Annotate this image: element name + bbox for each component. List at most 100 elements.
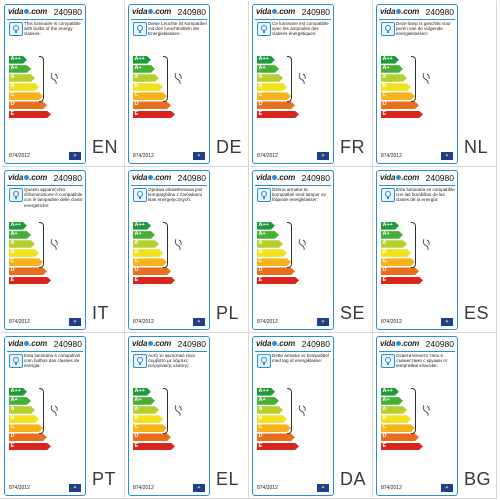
brand-suffix: .com — [153, 173, 172, 182]
brand-logo: vida .com — [256, 339, 295, 348]
brand-suffix: .com — [29, 7, 48, 16]
eu-flag-icon: ✦ — [69, 484, 81, 492]
regulation-number: 874/2012 — [257, 485, 278, 491]
energy-class-scale: A++ A+ A B C D E — [133, 388, 175, 452]
energy-class-bar: B — [381, 415, 411, 423]
regulation-number: 874/2012 — [9, 485, 30, 491]
energy-class-bar: C — [257, 258, 291, 266]
energy-class-bar: D — [381, 101, 419, 109]
energy-class-bar: A++ — [9, 56, 27, 64]
eu-flag-icon: ✦ — [317, 318, 329, 326]
energy-label-card: vida .com 240980 Oprawa oświetleniowa jest … — [128, 170, 210, 330]
energy-class-bar: A++ — [257, 56, 275, 64]
brand-dot-icon — [147, 175, 153, 180]
energy-class-bar: D — [257, 433, 295, 441]
energy-class-bar: A++ — [9, 388, 27, 396]
compatibility-text: Diese Leuchte ist kompatibel mit den Leu… — [148, 21, 207, 37]
energy-class-bar: A++ — [133, 56, 151, 64]
energy-class-bar: A++ — [257, 222, 275, 230]
model-number: 240980 — [425, 7, 454, 17]
energy-class-bar: A++ — [9, 222, 27, 230]
lamp-icon — [422, 404, 430, 417]
brand-logo: vida .com — [256, 7, 295, 16]
language-code: SE — [340, 303, 366, 323]
energy-class-bar: A++ — [381, 222, 399, 230]
regulation-number: 874/2012 — [9, 153, 30, 159]
energy-class-bar: B — [381, 83, 411, 91]
energy-class-bar: A++ — [133, 388, 151, 396]
energy-class-bar: A — [9, 74, 35, 82]
energy-class-bar: C — [257, 92, 291, 100]
lightbulb-icon — [133, 354, 147, 368]
brand-suffix: .com — [277, 339, 296, 348]
energy-label-card: vida .com 240980 This luminaire is compatib… — [4, 4, 86, 164]
class-range-brace — [163, 222, 168, 268]
energy-class-bar: B — [9, 249, 39, 257]
lamp-icon — [174, 72, 182, 85]
energy-class-bar: A+ — [381, 231, 403, 239]
brand-suffix: .com — [401, 7, 420, 16]
lightbulb-icon — [9, 22, 23, 36]
class-range-brace — [39, 56, 44, 102]
brand-dot-icon — [147, 341, 153, 346]
compatibility-text: Questo apparecchio d'illuminazione è com… — [24, 187, 83, 208]
regulation-number: 874/2012 — [133, 319, 154, 325]
lightbulb-icon — [381, 188, 395, 202]
lightbulb-icon — [9, 188, 23, 202]
brand-dot-icon — [395, 341, 401, 346]
brand-prefix: vida — [132, 7, 148, 16]
energy-class-scale: A++ A+ A B C D E — [9, 388, 51, 452]
energy-class-bar: D — [9, 433, 47, 441]
brand-logo: vida .com — [380, 339, 419, 348]
header-divider — [379, 185, 455, 186]
energy-class-bar: D — [381, 433, 419, 441]
header-divider — [255, 185, 331, 186]
header-divider — [255, 19, 331, 20]
brand-prefix: vida — [8, 173, 24, 182]
energy-class-bar: C — [9, 424, 43, 432]
brand-prefix: vida — [8, 7, 24, 16]
energy-class-bar: E — [257, 277, 299, 285]
brand-dot-icon — [271, 175, 277, 180]
energy-class-bar: A — [133, 240, 159, 248]
label-cell-bg: vida .com 240980 Осветителното тяло е съвме… — [373, 333, 497, 499]
brand-prefix: vida — [132, 339, 148, 348]
energy-class-bar: A+ — [257, 397, 279, 405]
brand-dot-icon — [147, 9, 153, 14]
brand-logo: vida .com — [132, 7, 171, 16]
language-code: EN — [92, 137, 119, 157]
lamp-icon — [174, 238, 182, 251]
language-code: NL — [464, 137, 489, 157]
brand-dot-icon — [23, 9, 29, 14]
brand-prefix: vida — [380, 173, 396, 182]
energy-label-card: vida .com 240980 Diese Leuchte ist kompatib… — [128, 4, 210, 164]
energy-class-scale: A++ A+ A B C D E — [257, 388, 299, 452]
regulation-number: 874/2012 — [133, 153, 154, 159]
compatibility-text: Dette armatur er kompatibel med løg af e… — [272, 353, 329, 364]
energy-class-scale: A++ A+ A B C D E — [9, 56, 51, 120]
brand-suffix: .com — [29, 173, 48, 182]
energy-class-bar: E — [381, 443, 423, 451]
label-cell-pt: vida .com 240980 Esta luminária é compatíve… — [1, 333, 125, 499]
header-divider — [131, 351, 207, 352]
energy-class-bar: A+ — [381, 65, 403, 73]
regulation-number: 874/2012 — [381, 153, 402, 159]
energy-class-bar: A+ — [133, 397, 155, 405]
regulation-number: 874/2012 — [133, 485, 154, 491]
brand-logo: vida .com — [256, 173, 295, 182]
energy-class-bar: A+ — [9, 397, 31, 405]
class-range-brace — [39, 388, 44, 434]
header-divider — [7, 185, 83, 186]
energy-class-scale: A++ A+ A B C D E — [133, 222, 175, 286]
energy-class-bar: E — [381, 111, 423, 119]
energy-class-bar: E — [381, 277, 423, 285]
brand-logo: vida .com — [132, 173, 171, 182]
brand-dot-icon — [395, 9, 401, 14]
energy-class-bar: A++ — [381, 56, 399, 64]
class-range-brace — [287, 222, 292, 268]
brand-prefix: vida — [256, 7, 272, 16]
brand-logo: vida .com — [8, 173, 47, 182]
energy-label-card: vida .com 240980 Ce luminaire est compatibl… — [252, 4, 334, 164]
energy-class-bar: D — [257, 267, 295, 275]
